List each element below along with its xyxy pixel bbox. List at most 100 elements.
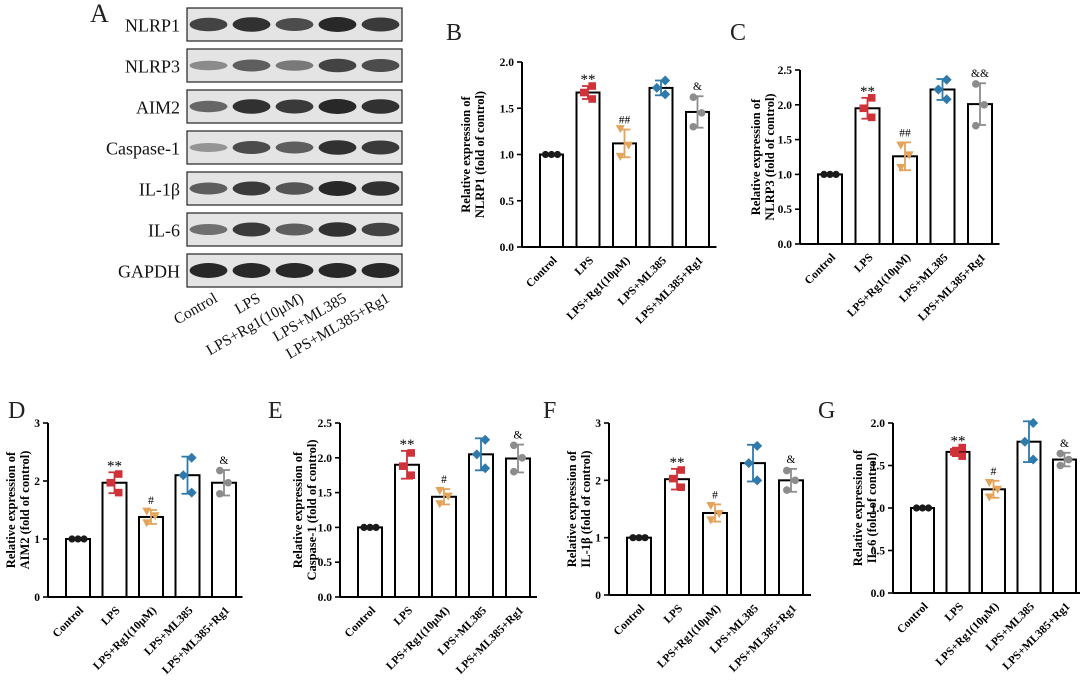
data-point (933, 84, 944, 95)
bar (1052, 458, 1077, 594)
data-point (510, 441, 518, 450)
data-point (224, 478, 232, 487)
bar (575, 91, 601, 249)
bar (174, 474, 201, 599)
y-tick-label: 0.5 (778, 204, 793, 216)
data-point (896, 141, 906, 150)
chart-panel-F: F 0 1 2 3 Relative expression of IL-1β (fold o… (543, 398, 811, 675)
data-point (1056, 449, 1065, 458)
data-point (518, 454, 526, 462)
data-point (859, 104, 868, 113)
blot-band (189, 224, 228, 235)
y-tick-label: 1.0 (318, 522, 333, 534)
data-point (867, 113, 876, 122)
bar (648, 86, 674, 249)
category-label: LPS (943, 601, 966, 624)
y-tick-label: 2.5 (318, 418, 333, 430)
data-point (615, 152, 625, 161)
y-axis-label: Caspase-1 (fold of control) (305, 439, 319, 580)
data-point (150, 512, 160, 521)
blot-band (189, 143, 228, 152)
category-label: LPS (662, 603, 685, 626)
bar (138, 515, 164, 599)
data-point (918, 504, 927, 512)
y-tick-label: 2 (595, 475, 601, 487)
y-tick-label: 0.5 (871, 546, 886, 558)
protein-label: GAPDH (118, 262, 180, 282)
significance-label: && (971, 68, 989, 80)
protein-label: AIM2 (136, 98, 180, 118)
y-tick-label: 2.5 (778, 65, 793, 77)
data-point (896, 163, 906, 172)
bar (685, 110, 710, 248)
y-tick-label: 0 (34, 592, 40, 604)
bar (702, 512, 728, 596)
data-point (820, 170, 828, 178)
significance-label: & (787, 454, 796, 466)
significance-label: # (712, 489, 718, 501)
bar (394, 463, 420, 599)
y-axis-label: Relative expression of (291, 451, 305, 568)
blot-band (232, 99, 271, 114)
bar (612, 142, 637, 248)
y-axis-label: Relative expression of (4, 451, 18, 568)
data-point (904, 151, 914, 160)
y-tick-label: 1.5 (778, 135, 793, 147)
data-point (624, 141, 634, 150)
y-axis-label: IL-1β (fold of control) (579, 450, 593, 567)
data-point (1064, 455, 1073, 464)
data-point (435, 500, 445, 509)
data-point (958, 452, 966, 460)
y-tick-label: 0.5 (500, 196, 515, 208)
bar (431, 495, 457, 598)
chart-panel-E: E 0.0 0.5 1.0 1.5 2.0 2.5 Relative expression o… (268, 398, 537, 677)
data-point (924, 504, 933, 512)
data-point (706, 502, 716, 511)
data-point (958, 443, 966, 452)
data-point (510, 467, 518, 476)
bar (211, 481, 237, 598)
blot-band (318, 58, 357, 73)
lane-label: Control (171, 290, 221, 328)
significance-label: # (148, 495, 154, 507)
blot-band (361, 222, 400, 237)
y-tick-label: 1 (34, 534, 40, 546)
bar (468, 453, 494, 598)
blot-row: Caspase-1 (106, 130, 403, 165)
data-point (689, 122, 698, 131)
data-point (867, 94, 876, 102)
y-tick-label: 1.0 (871, 503, 886, 515)
category-label: Control (51, 605, 86, 640)
data-point (372, 523, 380, 532)
data-point (689, 93, 698, 101)
blot-band (361, 59, 400, 72)
category-label: LPS+ML385+Rg1 (727, 602, 799, 674)
data-point (366, 523, 374, 532)
data-point (706, 516, 716, 525)
bar (929, 88, 956, 245)
panel-letter-A: A (90, 0, 109, 28)
data-point (941, 94, 952, 105)
category-label: LPS (852, 252, 875, 275)
significance-label: & (693, 81, 702, 93)
data-point (178, 470, 189, 481)
y-axis-label: NLRP3 (fold of control) (763, 93, 777, 220)
data-point (142, 507, 152, 516)
protein-label: IL-6 (148, 221, 180, 241)
blot-band (275, 60, 314, 71)
data-point (615, 125, 625, 134)
category-label: LPS (573, 255, 596, 278)
bar (357, 526, 383, 599)
data-point (980, 101, 988, 109)
y-tick-label: 0 (595, 590, 601, 602)
data-point (783, 486, 791, 494)
bar (65, 538, 91, 598)
data-point (677, 483, 685, 492)
data-point (588, 95, 596, 103)
bar (981, 488, 1006, 594)
blot-band (232, 17, 271, 32)
panel-letter: F (543, 398, 556, 424)
bar (910, 507, 935, 594)
panel-letter: B (446, 20, 462, 46)
